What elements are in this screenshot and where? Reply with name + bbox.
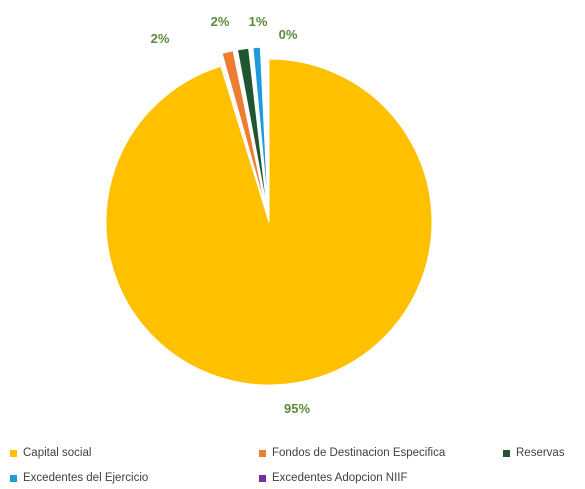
legend-item-fondos: Fondos de Destinacion Especifica [259, 445, 445, 461]
legend-label: Fondos de Destinacion Especifica [272, 447, 446, 459]
pie-slice-excedentes-niif [263, 46, 270, 211]
data-label-excedentes-ejercicio: 1% [249, 14, 268, 29]
pie-slice-capital-social [105, 58, 433, 386]
data-label-excedentes-niif: 0% [279, 27, 298, 42]
data-label-reservas: 2% [211, 14, 230, 29]
data-label-capital-social: 95% [284, 401, 310, 416]
legend-swatch [259, 449, 266, 457]
pie-slice-excedentes-ejercicio [252, 46, 269, 211]
pie-slice-reservas [236, 47, 268, 211]
legend-swatch [503, 449, 510, 457]
legend-item-excedentes-ejercicio: Excedentes del Ejercicio [10, 470, 148, 486]
data-label-fondos: 2% [151, 31, 170, 46]
legend-item-capital-social: Capital social [10, 445, 91, 461]
pie-slice-fondos [221, 50, 267, 211]
legend-swatch [259, 474, 266, 482]
legend-swatch [10, 474, 17, 482]
legend-label: Excedentes Adopcion NIIF [272, 472, 408, 484]
legend-item-excedentes-niif: Excedentes Adopcion NIIF [259, 470, 408, 486]
legend-item-reservas: Reservas [503, 445, 565, 461]
legend-swatch [10, 449, 17, 457]
legend-label: Reservas [516, 447, 565, 459]
legend-label: Excedentes del Ejercicio [23, 472, 149, 484]
legend-label: Capital social [23, 447, 92, 459]
